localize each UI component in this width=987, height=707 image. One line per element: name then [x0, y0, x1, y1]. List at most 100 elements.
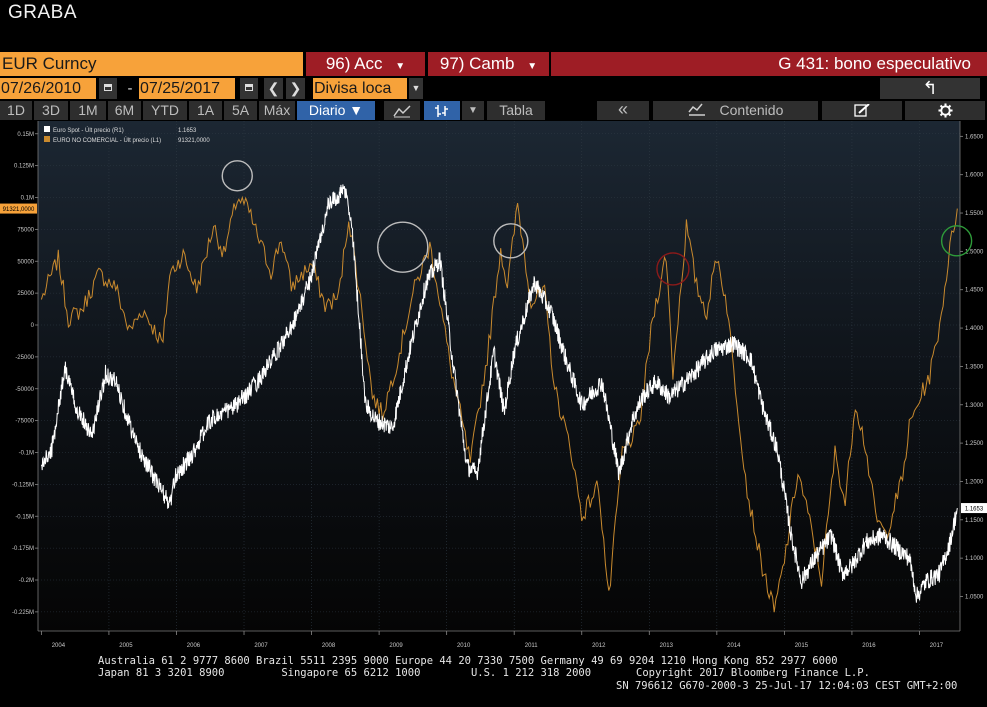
period-button[interactable]: 1D [0, 101, 32, 120]
annotation-circle [377, 221, 429, 273]
left-axis-tick-label: 0 [31, 323, 35, 329]
gear-icon[interactable] [905, 101, 985, 120]
legend: Euro Spot - Últ precio (R1) 1.1653 EURO … [44, 126, 210, 144]
period-button[interactable]: 1M [70, 101, 106, 120]
line-chart-icon[interactable] [384, 101, 420, 120]
ticker-field[interactable]: EUR Curncy [0, 52, 303, 76]
x-axis-tick-label: 2005 [119, 643, 133, 649]
last-value-label: 91321,0000 [3, 207, 35, 213]
left-axis-tick-label: -0.225M [12, 610, 34, 616]
actions-menu[interactable]: 96) Acc ▼ [306, 52, 425, 76]
legend-value: 1.1653 [178, 128, 197, 134]
right-axis-tick-label: 1.2500 [965, 441, 984, 447]
legend-label: Euro Spot - Últ precio (R1) [53, 127, 124, 134]
date-bar: 07/26/2010 - 07/25/2017 ❮ ❯ Divisa loca … [0, 78, 987, 100]
footer-contacts: Japan 81 3 3201 8900 Singapore 65 6212 1… [98, 667, 592, 679]
series-line-euro-spot [40, 184, 958, 603]
footer-contacts: Australia 61 2 9777 8600 Brazil 5511 239… [98, 655, 838, 667]
x-axis-tick-label: 2012 [592, 643, 606, 649]
calendar-icon[interactable] [99, 78, 117, 99]
right-axis-tick-label: 1.4500 [965, 288, 984, 294]
period-button[interactable]: Máx [259, 101, 295, 120]
screen-title: GRABA [8, 2, 78, 23]
left-axis-tick-label: -0.1M [19, 451, 34, 457]
chevron-down-icon[interactable]: ▼ [462, 101, 484, 120]
period-button[interactable]: 6M [108, 101, 141, 120]
annotation-circle [221, 160, 253, 192]
calendar-icon[interactable] [240, 78, 258, 99]
start-date-field[interactable]: 07/26/2010 [0, 78, 96, 99]
chart-settings-icon [688, 102, 706, 121]
chevron-right-icon[interactable]: ❯ [286, 78, 305, 99]
chevron-down-icon: ▼ [395, 61, 406, 72]
right-axis-tick-label: 1.6500 [965, 134, 984, 140]
right-axis-tick-label: 1.4000 [965, 326, 984, 332]
x-axis-tick-label: 2016 [862, 643, 876, 649]
x-axis-tick-label: 2014 [727, 643, 741, 649]
annotation-circle [493, 223, 529, 259]
right-axis-tick-label: 1.3500 [965, 364, 984, 370]
right-axis-tick-label: 1.0500 [965, 594, 984, 600]
chevron-left-icon[interactable]: ❮ [264, 78, 283, 99]
right-axis-tick-label: 1.1000 [965, 556, 984, 562]
period-button[interactable]: 3D [34, 101, 68, 120]
command-bar: EUR Curncy 96) Acc ▼ 97) Camb ▼ G 431: b… [0, 52, 987, 76]
x-axis-tick-label: 2010 [457, 643, 471, 649]
left-axis-tick-label: -50000 [15, 387, 34, 393]
date-separator: - [127, 80, 133, 97]
x-axis-tick-label: 2013 [660, 643, 674, 649]
legend-value: 91321,0000 [178, 138, 210, 144]
period-button[interactable]: YTD [143, 101, 187, 120]
x-axis-tick-label: 2011 [525, 643, 539, 649]
collapse-left-icon[interactable]: « [597, 100, 649, 120]
right-axis-tick-label: 1.5000 [965, 249, 984, 255]
line-chart: 0.15M 0.125M 0.1M 75000 50000 25000 0 -25000 -50… [0, 121, 987, 649]
legend-swatch [44, 136, 50, 142]
period-button[interactable]: 5A [224, 101, 257, 120]
left-axis-tick-label: 0.15M [17, 132, 34, 138]
table-button[interactable]: Tabla [487, 101, 545, 120]
left-axis-tick-label: -0.125M [12, 482, 34, 488]
footer: Australia 61 2 9777 8600 Brazil 5511 239… [0, 655, 987, 707]
currency-field[interactable]: Divisa loca [313, 78, 407, 99]
left-axis-tick-label: -75000 [15, 419, 34, 425]
left-axis-tick-label: -0.15M [15, 514, 34, 520]
change-menu[interactable]: 97) Camb ▼ [428, 52, 549, 76]
last-value-tag [961, 503, 987, 514]
chart-title: G 431: bono especulativo [551, 52, 987, 76]
right-axis-tick-label: 1.3000 [965, 403, 984, 409]
edit-icon[interactable] [822, 101, 902, 120]
x-axis-tick-label: 2017 [930, 643, 944, 649]
right-axis-tick-label: 1.5500 [965, 211, 984, 217]
footer-timestamp: SN 796612 G670-2000-3 25-Jul-17 12:04:03… [616, 680, 958, 692]
last-value-label: 1.1653 [965, 507, 984, 513]
left-axis-tick-label: 25000 [17, 291, 34, 297]
back-arrow-icon[interactable]: ↰ [880, 78, 980, 99]
bar-style-icon[interactable] [424, 101, 460, 120]
actions-menu-label: 96) Acc [325, 54, 383, 73]
x-axis-tick-label: 2004 [52, 643, 66, 649]
period-bar: 1D 3D 1M 6M YTD 1A 5A Máx Diario ▼ ▼ Tab… [0, 100, 987, 121]
frequency-dropdown[interactable]: Diario ▼ [297, 101, 375, 120]
right-axis-tick-label: 1.2000 [965, 479, 984, 485]
change-menu-label: 97) Camb [439, 54, 515, 73]
content-label: Contenido [719, 102, 784, 118]
right-axis-tick-label: 1.6000 [965, 173, 984, 179]
content-button[interactable]: Contenido [653, 101, 818, 120]
left-axis-tick-label: 75000 [17, 227, 34, 233]
legend-label: EURO NO COMERCIAL - Últ precio (L1) [53, 137, 161, 144]
chevron-down-icon[interactable]: ▼ [409, 78, 423, 99]
x-axis-tick-label: 2007 [254, 643, 268, 649]
annotation-circle [656, 252, 690, 286]
footer-copyright: Copyright 2017 Bloomberg Finance L.P. [636, 667, 870, 679]
chevron-down-icon: ▼ [527, 61, 538, 72]
x-axis-tick-label: 2015 [795, 643, 809, 649]
left-axis-tick-label: -0.175M [12, 546, 34, 552]
period-button[interactable]: 1A [189, 101, 222, 120]
legend-swatch [44, 126, 50, 132]
right-axis-tick-label: 1.1500 [965, 518, 984, 524]
last-value-tag [0, 203, 37, 214]
x-axis-tick-label: 2008 [322, 643, 336, 649]
left-axis-tick-label: 0.125M [14, 164, 34, 170]
end-date-field[interactable]: 07/25/2017 [139, 78, 235, 99]
